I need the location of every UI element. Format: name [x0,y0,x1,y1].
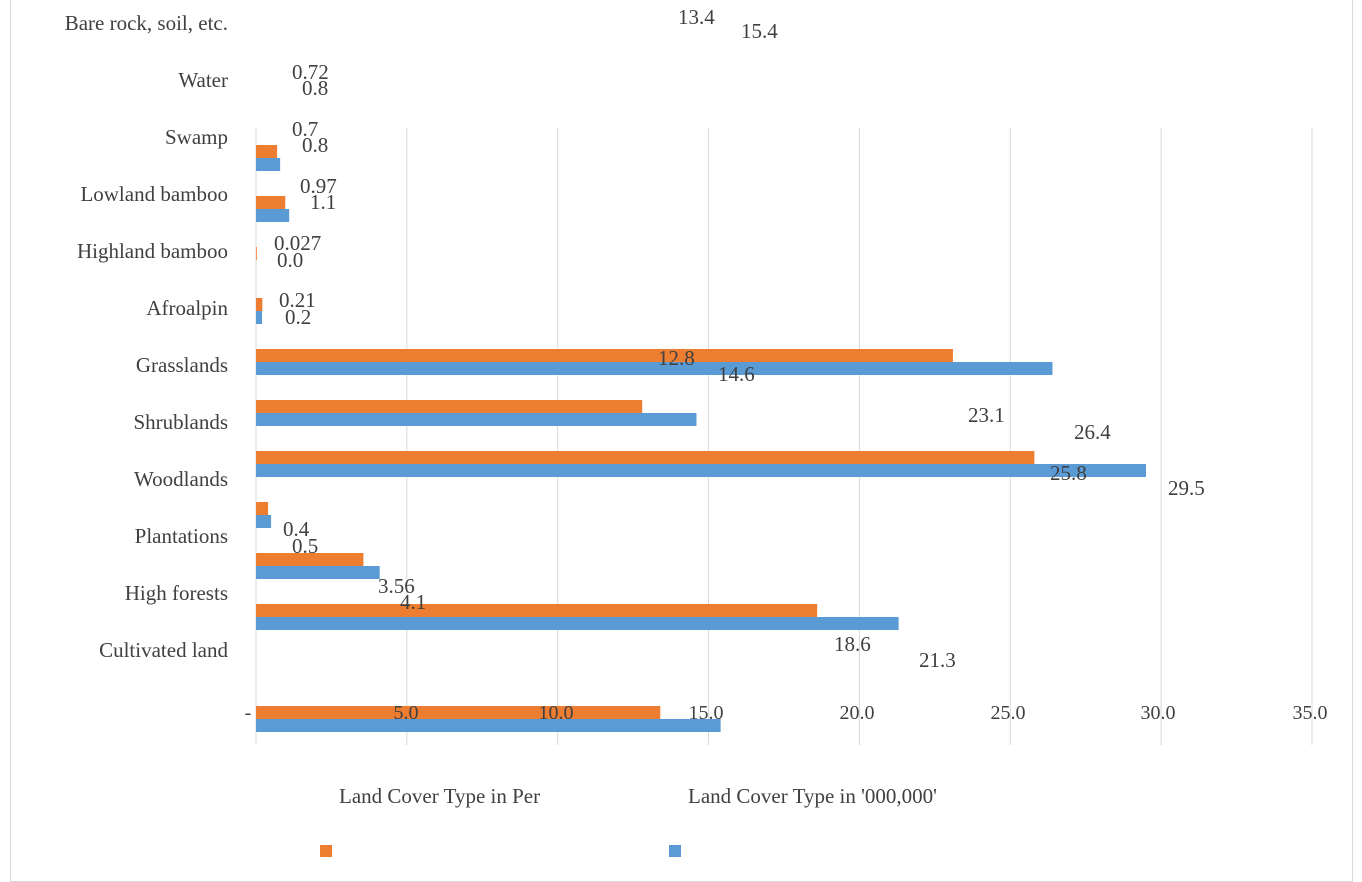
bar-millions [256,209,290,222]
bar-millions [256,362,1053,375]
legend-swatch-percent [320,845,332,857]
x-tick-label: 30.0 [1141,702,1176,724]
data-label-percent: 0.4 [283,517,310,541]
category-label: Lowland bamboo [80,182,228,206]
data-label-millions: 0.0 [277,248,303,272]
category-label: Plantations [135,524,228,548]
gridlines [255,128,1313,745]
data-label-percent: 0.7 [292,117,318,141]
category-label: Highland bamboo [77,239,228,263]
data-label-percent: 0.21 [279,288,316,312]
bar-millions [256,413,697,426]
data-label-percent: 3.56 [378,574,415,598]
x-tick-label: 20.0 [840,702,875,724]
x-tick-label: 10.0 [539,702,574,724]
bar-millions [256,311,263,324]
category-label: Grasslands [136,353,228,377]
category-label: Water [178,68,228,92]
data-label-percent: 0.97 [300,174,337,198]
data-label-millions: 21.3 [919,648,956,672]
data-label-millions: 0.2 [285,305,311,329]
data-label-millions: 26.4 [1074,420,1111,444]
legend-label-percent: Land Cover Type in Per [339,784,541,808]
data-label-millions: 15.4 [741,19,778,43]
category-label: Afroalpin [146,296,228,320]
data-label-millions: 0.5 [292,534,318,558]
data-label-millions: 0.8 [302,133,328,157]
bar-percent [256,196,286,209]
category-labels: Bare rock, soil, etc. Water Swamp Lowland b… [65,11,229,662]
x-tick-label: - [245,702,252,724]
data-label-millions: 4.1 [400,590,426,614]
data-label-millions: 29.5 [1168,476,1205,500]
bar-millions [256,566,380,579]
x-tick-label: 35.0 [1293,702,1328,724]
legend-swatch-millions [669,845,681,857]
data-label-percent: 25.8 [1050,461,1087,485]
bar-percent [256,553,364,566]
category-label: Woodlands [134,467,228,491]
category-label: Cultivated land [99,638,228,662]
bar-percent [256,400,643,413]
data-label-percent: 18.6 [834,632,871,656]
x-tick-label: 5.0 [394,702,419,724]
bar-percent [256,604,818,617]
x-tick-label: 15.0 [689,702,724,724]
bar-millions [256,617,899,630]
bars [256,145,1147,732]
bar-percent [256,451,1035,464]
category-label: Bare rock, soil, etc. [65,11,228,35]
data-label-millions: 0.8 [302,76,328,100]
bar-percent [256,247,257,260]
data-label-percent: 13.4 [678,5,715,29]
bar-percent [256,298,263,311]
bar-millions [256,464,1147,477]
legend-label-millions: Land Cover Type in '000,000' [688,784,937,808]
bar-percent [256,145,278,158]
category-label: High forests [125,581,228,605]
category-label: Swamp [165,125,228,149]
x-tick-label: 25.0 [991,702,1026,724]
category-label: Shrublands [134,410,229,434]
bar-percent [256,349,953,362]
data-label-percent: 0.72 [292,60,329,84]
data-labels: 13.415.40.720.80.70.80.971.10.0270.00.21… [274,5,1205,672]
data-label-percent: 0.027 [274,231,321,255]
data-label-millions: 1.1 [310,190,336,214]
bar-millions [256,719,721,732]
bar-millions [256,515,272,528]
data-label-percent: 12.8 [658,346,695,370]
x-tick-labels: - 5.0 10.0 15.0 20.0 25.0 30.0 35.0 [245,702,1328,724]
bar-percent [256,502,269,515]
data-label-millions: 14.6 [718,362,755,386]
data-label-percent: 23.1 [968,403,1005,427]
bar-percent [256,706,661,719]
bar-millions [256,158,281,171]
